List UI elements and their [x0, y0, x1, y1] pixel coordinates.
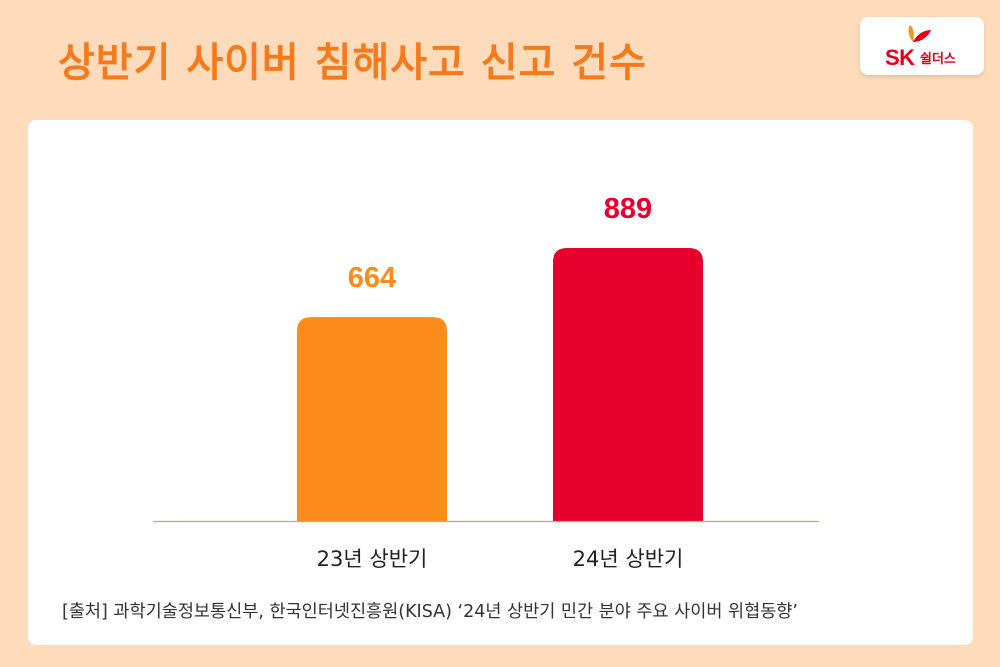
butterfly-icon	[908, 25, 931, 42]
chart-panel: 664 23년 상반기 889 24년 상반기 [출처] 과학기술정보통신부, 한국인…	[28, 120, 973, 645]
page-title: 상반기 사이버 침해사고 신고 건수	[58, 40, 647, 86]
bar-2	[553, 248, 703, 521]
logo-brand-text: SK	[885, 45, 915, 70]
bar-1	[297, 317, 447, 521]
source-note: [출처] 과학기술정보통신부, 한국인터넷진흥원(KISA) ‘24년 상반기 …	[62, 602, 798, 622]
logo-sub-text: 쉴더스	[920, 52, 956, 67]
bar-chart: 664 23년 상반기 889 24년 상반기	[153, 193, 819, 571]
data-label-1: 664	[348, 262, 396, 294]
data-label-2: 889	[604, 193, 652, 225]
sk-shieldus-logo: SK 쉴더스	[860, 17, 984, 75]
category-label-2: 24년 상반기	[573, 547, 684, 571]
category-label-1: 23년 상반기	[317, 547, 428, 571]
